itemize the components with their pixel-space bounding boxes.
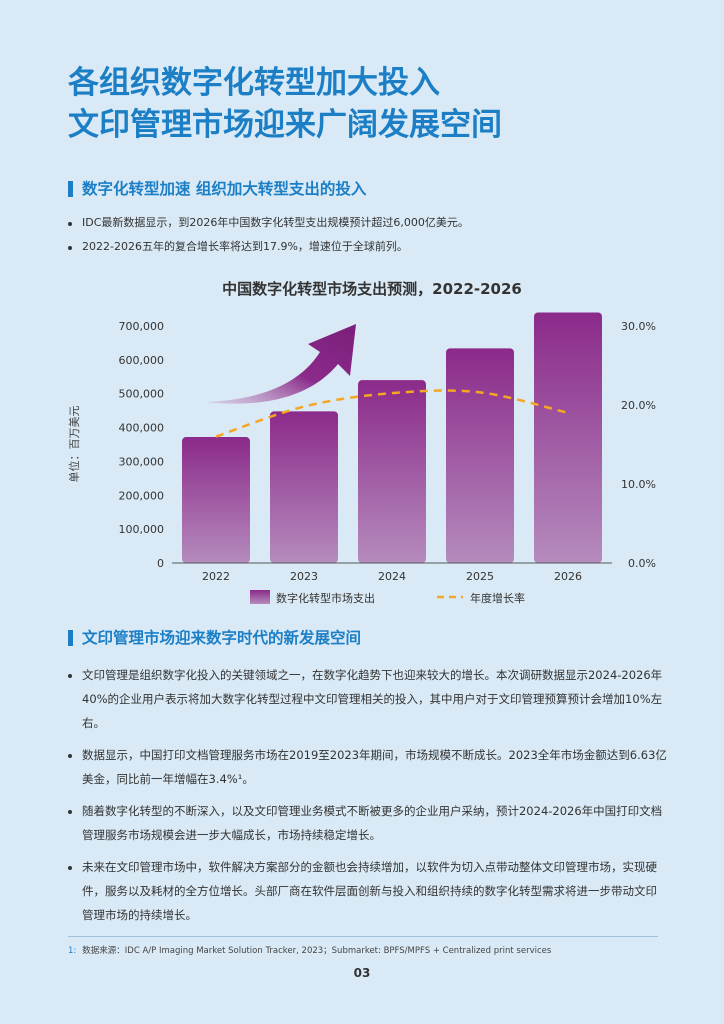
section2-bullet-list: 文印管理是组织数字化投入的关键领域之一，在数字化趋势下也迎来较大的增长。本次调研… xyxy=(68,663,668,935)
title-line-1: 各组织数字化转型加大投入 xyxy=(68,65,440,101)
bar-2026 xyxy=(534,312,602,563)
bar-2025 xyxy=(446,348,514,563)
y2-tick-label: 30.0% xyxy=(621,320,656,333)
y2-tick-label: 20.0% xyxy=(621,399,656,412)
y-tick-label: 200,000 xyxy=(119,489,165,502)
footnote-number: 1: xyxy=(68,946,77,956)
axis-ticks: 2022 2023 2024 2025 2026 0 100,000 200,000 300,0… xyxy=(119,320,657,583)
footnote-text: 数据来源：IDC A/P Imaging Market Solution Tra… xyxy=(82,946,552,956)
y-tick-label: 300,000 xyxy=(119,455,165,468)
list-item: 2022-2026五年的复合增长率将达到17.9%，增速位于全球前列。 xyxy=(68,240,668,254)
section-heading-1: 数字化转型加速 组织加大转型支出的投入 xyxy=(68,180,366,198)
x-tick-label: 2023 xyxy=(290,570,318,583)
page-number: 03 xyxy=(353,966,371,980)
y-tick-label: 0 xyxy=(157,557,164,570)
spending-chart: 中国数字化转型市场支出预测，2022-2026 单位：百万美元 2022 2023… xyxy=(0,272,724,612)
growth-rate-line xyxy=(215,389,569,438)
list-item: 未来在文印管理市场中，软件解决方案部分的金额也会持续增加，以软件为切入点带动整体… xyxy=(68,855,668,927)
list-item: 随着数字化转型的不断深入，以及文印管理业务模式不断被更多的企业用户采纳，预计20… xyxy=(68,799,668,847)
title-line-2: 文印管理市场迎来广阔发展空间 xyxy=(68,107,502,143)
bar-2024 xyxy=(358,380,426,563)
list-item: IDC最新数据显示，到2026年中国数字化转型支出规模预计超过6,000亿美元。 xyxy=(68,216,668,230)
x-tick-label: 2026 xyxy=(554,570,582,583)
legend-bar-swatch xyxy=(250,590,270,604)
section1-bullet-list: IDC最新数据显示，到2026年中国数字化转型支出规模预计超过6,000亿美元。… xyxy=(68,216,668,264)
chart-canvas: 中国数字化转型市场支出预测，2022-2026 单位：百万美元 2022 2023… xyxy=(67,280,657,605)
y-tick-label: 500,000 xyxy=(119,388,165,401)
page-title: 各组织数字化转型加大投入 文印管理市场迎来广阔发展空间 xyxy=(68,62,502,146)
legend-bar-label: 数字化转型市场支出 xyxy=(276,591,375,605)
y-tick-label: 400,000 xyxy=(119,422,165,435)
bar-series xyxy=(182,312,602,563)
y-axis-label: 单位：百万美元 xyxy=(67,406,81,483)
bar-2023 xyxy=(270,411,338,563)
footnote: 1: 数据来源：IDC A/P Imaging Market Solution T… xyxy=(68,936,658,956)
bar-2022 xyxy=(182,437,250,563)
y2-tick-label: 10.0% xyxy=(621,478,656,491)
chart-title: 中国数字化转型市场支出预测，2022-2026 xyxy=(222,280,522,298)
x-tick-label: 2022 xyxy=(202,570,230,583)
section-heading-2: 文印管理市场迎来数字时代的新发展空间 xyxy=(68,629,361,647)
y-tick-label: 700,000 xyxy=(119,320,165,333)
chart-legend: 数字化转型市场支出 年度增长率 xyxy=(250,590,525,605)
x-tick-label: 2024 xyxy=(378,570,406,583)
y2-tick-label: 0.0% xyxy=(628,557,656,570)
y-tick-label: 100,000 xyxy=(119,523,165,536)
legend-line-label: 年度增长率 xyxy=(470,591,525,605)
growth-arrow-icon xyxy=(205,324,356,404)
list-item: 数据显示，中国打印文档管理服务市场在2019至2023年期间，市场规模不断成长。… xyxy=(68,743,668,791)
x-tick-label: 2025 xyxy=(466,570,494,583)
y-tick-label: 600,000 xyxy=(119,354,165,367)
list-item: 文印管理是组织数字化投入的关键领域之一，在数字化趋势下也迎来较大的增长。本次调研… xyxy=(68,663,668,735)
